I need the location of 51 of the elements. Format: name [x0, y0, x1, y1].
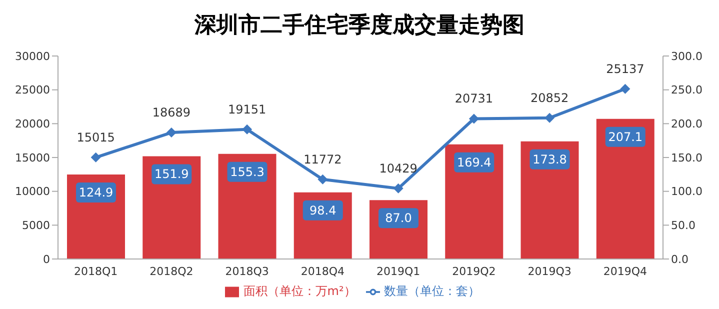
x-tick-label: 2019Q2 [452, 264, 496, 278]
point [318, 174, 328, 184]
y-tick-label: 20000 [15, 118, 50, 131]
point [166, 128, 176, 138]
y2-tick-label: 50.0 [671, 219, 696, 232]
point [242, 124, 252, 134]
y-tick-label: 25000 [15, 84, 50, 97]
data-label: 98.4 [310, 203, 336, 218]
data-label: 10429 [379, 161, 418, 176]
x-tick-label: 2019Q3 [528, 264, 572, 278]
legend-label: 数量（单位：套） [384, 284, 480, 298]
y2-tick-label: 0.0 [671, 252, 688, 266]
y2-tick-label: 150.0 [671, 151, 702, 164]
data-label: 11772 [304, 152, 342, 166]
y2-tick-label: 200.0 [671, 118, 702, 131]
y-tick-label: 15000 [15, 151, 50, 164]
data-label: 173.8 [532, 152, 567, 166]
x-tick-label: 2019Q1 [376, 264, 420, 278]
point [544, 112, 555, 123]
data-label: 87.0 [385, 211, 412, 226]
point [468, 114, 479, 124]
x-tick-label: 2019Q4 [603, 264, 648, 278]
data-label: 19151 [228, 102, 266, 116]
y2-tick-label: 100.0 [671, 185, 702, 198]
y2-tick-label: 250.0 [671, 84, 702, 97]
data-label: 151.9 [154, 167, 189, 182]
data-label: 155.3 [230, 164, 264, 179]
y2-tick-label: 300.0 [671, 50, 702, 63]
x-tick-label: 2018Q3 [225, 264, 269, 278]
point [90, 152, 101, 162]
data-label: 124.9 [78, 185, 114, 200]
x-tick-label: 2018Q2 [150, 264, 194, 278]
bar [596, 118, 654, 259]
data-label: 15015 [76, 130, 115, 144]
data-label: 169.4 [456, 155, 492, 170]
y-tick-label: 5000 [22, 219, 50, 232]
y-tick-label: 0 [43, 252, 50, 266]
x-tick-label: 2018Q1 [74, 264, 118, 278]
data-label: 20852 [530, 90, 569, 105]
x-tick-label: 2018Q4 [300, 264, 345, 278]
y-tick-label: 10000 [15, 185, 50, 198]
data-label: 20731 [454, 92, 494, 106]
point [620, 84, 630, 94]
chart-title: 深圳市二手住宅季度成交量走势图 [193, 11, 526, 40]
bar [520, 141, 579, 259]
y-tick-label: 30000 [15, 50, 50, 63]
data-label: 25137 [606, 62, 644, 76]
point [393, 183, 404, 194]
data-label: 207.1 [608, 130, 643, 144]
legend-label: 面积（单位：万m²） [243, 284, 356, 298]
data-label: 18689 [152, 106, 191, 120]
